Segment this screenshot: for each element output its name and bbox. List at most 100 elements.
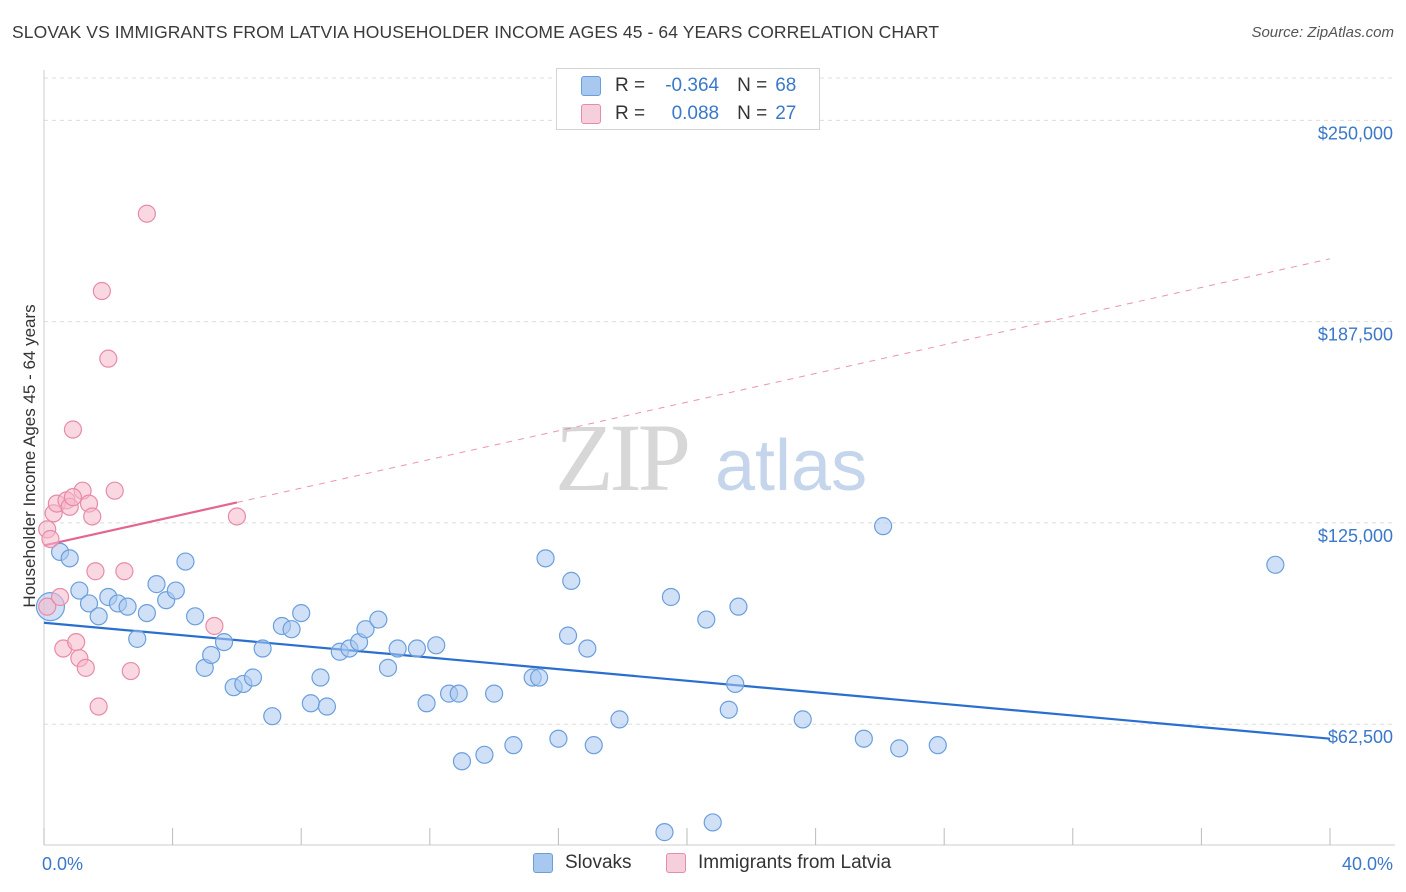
- legend-r-label: R =: [615, 103, 646, 124]
- slovaks-point: [793, 710, 812, 729]
- slovaks-point: [427, 636, 446, 655]
- slovaks-point: [166, 581, 185, 600]
- slovaks-point: [137, 603, 156, 623]
- y-tick-label: $250,000: [1318, 123, 1393, 143]
- slovaks-point: [475, 745, 494, 764]
- slovaks-point: [874, 517, 893, 536]
- latvia-point: [38, 597, 57, 616]
- legend-row-latvia: R = 0.088 N = 27: [581, 101, 796, 127]
- slovaks-point: [118, 597, 137, 616]
- x-tick-label-left: 0.0%: [42, 854, 83, 874]
- slovaks-point: [449, 684, 468, 703]
- latvia-point: [105, 481, 124, 500]
- slovaks-point: [452, 752, 472, 771]
- legend-swatch-pink: [581, 104, 601, 124]
- latvia-legend-label: Immigrants from Latvia: [698, 852, 892, 873]
- slovaks-point: [176, 552, 195, 571]
- latvia-point: [63, 488, 83, 507]
- latvia-point: [115, 562, 134, 581]
- slovaks-point: [378, 658, 398, 677]
- legend-n-value: 68: [775, 75, 797, 96]
- chart-title: SLOVAK VS IMMIGRANTS FROM LATVIA HOUSEHO…: [12, 22, 940, 42]
- slovaks-point: [661, 587, 681, 607]
- latvia-point: [83, 507, 102, 526]
- latvia-point: [67, 632, 86, 652]
- slovaks-point: [79, 594, 99, 613]
- slovaks-point: [655, 823, 674, 842]
- slovaks-point: [697, 610, 716, 629]
- legend-swatch-blue: [581, 76, 601, 96]
- x-tick-label-right: 40.0%: [1342, 854, 1393, 874]
- slovaks-point: [1266, 555, 1285, 574]
- slovaks-point: [214, 632, 234, 652]
- axis-labels: $62,500 $125,000 $187,500 $250,000 0.0% 40.0%: [42, 123, 1393, 874]
- grid-lines: [44, 77, 1395, 725]
- slovaks-point: [253, 639, 272, 658]
- slovaks-point: [536, 549, 555, 568]
- legend-n-value: 27: [775, 103, 797, 124]
- slovaks-point: [562, 571, 581, 590]
- latvia-point: [41, 529, 60, 549]
- legend-r-label: R =: [615, 75, 646, 96]
- latvia-point: [227, 507, 246, 526]
- latvia-point: [63, 420, 83, 439]
- slovaks-point: [485, 684, 504, 703]
- legend-row-slovaks: R = -0.364 N = 68: [581, 73, 796, 99]
- slovaks-point: [407, 639, 427, 658]
- slovaks-point: [729, 597, 748, 616]
- latvia-point: [86, 562, 105, 581]
- bottom-legend-latvia: Immigrants from Latvia: [666, 852, 891, 874]
- legend-r-value: 0.088: [671, 103, 720, 124]
- watermark-zip: ZIP: [555, 404, 688, 511]
- slovaks-point: [301, 694, 320, 713]
- latvia-point: [50, 587, 70, 607]
- slovaks-point: [186, 607, 205, 626]
- slovaks-point: [356, 620, 375, 639]
- slovaks-point: [610, 710, 629, 729]
- slovaks-point: [549, 729, 568, 748]
- slovaks-point: [243, 668, 263, 687]
- slovaks-point: [263, 707, 282, 726]
- slovaks-point: [147, 575, 166, 594]
- slovaks-point: [703, 813, 722, 832]
- chart-source: Source: ZipAtlas.com: [1251, 24, 1394, 41]
- slovaks-point: [60, 549, 79, 568]
- latvia-point: [76, 658, 95, 677]
- latvia-point: [92, 281, 111, 301]
- bottom-legend-slovaks: Slovaks: [533, 852, 632, 874]
- legend-n-label: N =: [737, 103, 768, 124]
- watermark-atlas: atlas: [715, 426, 867, 506]
- slovaks-point: [584, 736, 603, 755]
- slovaks-point: [558, 626, 578, 645]
- slovaks-point: [202, 645, 221, 665]
- data-points: [35, 204, 1285, 842]
- slovaks-point: [388, 639, 407, 658]
- slovaks-point: [578, 639, 597, 658]
- slovaks-point: [89, 607, 108, 626]
- latvia-trend-line-solid: [43, 501, 238, 547]
- latvia-point: [89, 697, 108, 716]
- slovaks-point: [417, 694, 436, 713]
- slovaks-point: [311, 668, 330, 687]
- slovaks-point: [128, 629, 147, 648]
- slovaks-point: [530, 668, 549, 687]
- y-tick-label: $187,500: [1318, 325, 1393, 345]
- slovaks-point: [282, 620, 301, 639]
- watermark: ZIP atlas: [555, 404, 867, 511]
- trend-lines: [43, 258, 1331, 740]
- correlation-legend: R = -0.364 N = 68 R = 0.088 N = 27: [556, 68, 820, 130]
- latvia-points: [38, 204, 246, 716]
- axes: [43, 70, 1395, 846]
- latvia-point: [99, 349, 118, 368]
- slovaks-point: [317, 697, 337, 716]
- slovaks-point: [928, 736, 947, 755]
- latvia-swatch: [666, 853, 686, 873]
- slovaks-point: [369, 610, 388, 629]
- slovaks-point: [504, 736, 523, 755]
- latvia-point: [137, 204, 156, 223]
- slovaks-point: [719, 700, 738, 719]
- y-tick-label: $125,000: [1318, 526, 1393, 546]
- slovaks-point: [890, 739, 909, 758]
- slovaks-point: [292, 603, 311, 623]
